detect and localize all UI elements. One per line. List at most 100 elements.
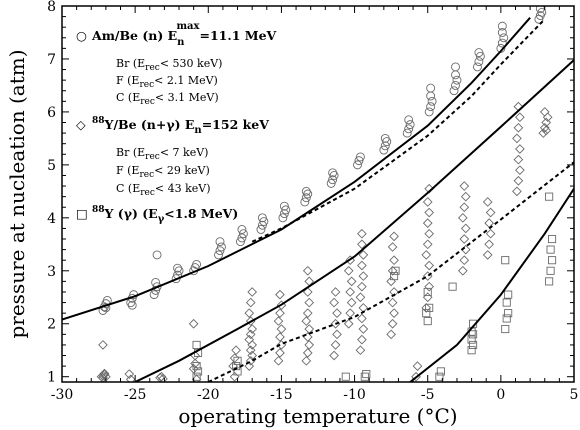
data-point-ybe: [275, 289, 285, 300]
data-point-ybe: [512, 186, 522, 197]
data-point-ygamma: [425, 303, 434, 312]
data-point-ybe: [158, 373, 168, 382]
legend-entry-ambe: Am/Be (n) En max=11.1 MeV: [91, 21, 277, 48]
legend-marker-circle: ○: [76, 28, 87, 43]
legend-entry-ygamma-post: <1.8 MeV): [164, 206, 238, 221]
data-point-ybe: [156, 371, 167, 382]
legend-entry-ybe-sup-pre: 88: [92, 116, 105, 126]
data-point-ambe: [402, 128, 412, 138]
data-point-ambe: [475, 51, 485, 61]
data-point-ybe: [387, 265, 398, 276]
data-point-ambe: [215, 246, 225, 256]
data-point-ambe: [127, 300, 137, 310]
data-point-ambe: [354, 156, 364, 166]
data-point-ybe: [512, 133, 522, 144]
data-point-ambe: [497, 28, 507, 37]
legend-entry-ambe-sup: max: [176, 21, 200, 32]
data-point-ygamma: [546, 266, 555, 275]
data-point-ybe: [389, 231, 399, 242]
data-point-ambe: [426, 83, 436, 93]
data-point-ambe: [171, 274, 181, 284]
data-point-ybe: [276, 324, 287, 334]
data-point-ybe: [125, 374, 136, 382]
y-tick-label: 5: [47, 158, 56, 174]
legend-entry-ambe-post: =11.1 MeV: [199, 28, 276, 43]
legend-ybe-line-2: F (Erec< 29 keV): [116, 164, 210, 180]
data-point-ygamma: [233, 356, 242, 365]
data-point-ybe: [459, 234, 470, 244]
data-point-ybe: [99, 369, 110, 380]
data-point-ybe: [358, 324, 369, 334]
data-point-ybe: [343, 265, 354, 276]
data-point-ybe: [412, 361, 423, 371]
data-point-ybe: [424, 207, 435, 218]
data-point-ambe: [236, 237, 245, 247]
data-point-ambe: [278, 213, 288, 223]
data-point-ygamma: [390, 272, 399, 281]
data-point-ygamma: [545, 277, 554, 286]
data-point-ambe: [404, 115, 414, 125]
data-point-ybe: [421, 303, 432, 313]
data-point-ambe: [452, 75, 462, 85]
data-point-ybe: [330, 340, 341, 350]
data-point-ambe: [238, 229, 248, 239]
data-point-ygamma: [548, 256, 557, 265]
fit-curve-4: [207, 161, 574, 382]
data-point-ambe: [152, 282, 162, 292]
y-tick-label: 4: [47, 211, 56, 227]
data-point-ybe: [355, 345, 366, 356]
data-point-ybe: [424, 228, 435, 239]
data-point-ygamma: [504, 290, 513, 299]
data-point-ybe: [330, 287, 341, 297]
data-point-ambe: [214, 250, 223, 260]
data-point-ybe: [329, 350, 339, 361]
data-point-ambe: [101, 303, 111, 313]
data-point-ybe: [245, 297, 256, 308]
data-point-ybe: [459, 202, 470, 213]
data-point-ambe: [426, 102, 436, 112]
data-point-ybe: [98, 340, 108, 350]
data-point-ambe: [451, 70, 460, 80]
legend-entry-ybe-pre: Y/Be (n+γ) E: [104, 117, 195, 132]
y-tick-label: 8: [47, 0, 56, 15]
data-point-ygamma: [341, 372, 350, 381]
x-tick-label: -10: [343, 387, 366, 403]
data-point-ybe: [387, 242, 398, 252]
data-point-ambe: [355, 152, 365, 162]
data-point-ambe: [537, 7, 547, 17]
data-point-ybe: [302, 308, 313, 318]
legend-marker-diamond: ◇: [76, 117, 86, 132]
data-point-ygamma: [545, 192, 554, 201]
y-tick-label: 1: [47, 370, 56, 386]
data-point-ybe: [460, 223, 471, 234]
legend-ybe-line-3: C (Erec< 43 keV): [116, 182, 211, 198]
y-tick-label: 6: [47, 105, 56, 121]
data-point-ygamma: [192, 362, 201, 371]
data-point-ygamma: [193, 367, 203, 376]
x-tick-label: -15: [270, 387, 293, 403]
data-point-ambe: [405, 120, 415, 130]
data-point-ambe: [149, 290, 159, 300]
fit-curves: [62, 17, 574, 382]
data-point-ambe: [237, 233, 247, 243]
legend-entry-ybe-post: =152 keV: [202, 117, 270, 132]
data-point-ybe: [124, 369, 135, 379]
data-point-ybe: [244, 361, 255, 371]
data-point-ambe: [427, 96, 437, 106]
data-point-ybe: [358, 303, 369, 313]
x-tick-label: -5: [421, 387, 435, 403]
data-point-ybe: [389, 308, 399, 318]
data-point-ambe: [328, 168, 338, 178]
data-point-ambe: [257, 220, 267, 230]
data-point-ambe: [151, 277, 161, 287]
data-point-ybe: [346, 276, 357, 287]
data-point-ybe: [346, 297, 357, 308]
data-point-ybe: [191, 374, 202, 382]
data-point-ybe: [345, 287, 356, 297]
data-point-ybe: [304, 297, 315, 308]
data-point-ybe: [332, 308, 342, 318]
data-point-ambe: [301, 193, 311, 203]
data-point-ambe: [257, 213, 267, 223]
data-marks: [96, 6, 557, 382]
data-point-ygamma: [360, 372, 369, 381]
